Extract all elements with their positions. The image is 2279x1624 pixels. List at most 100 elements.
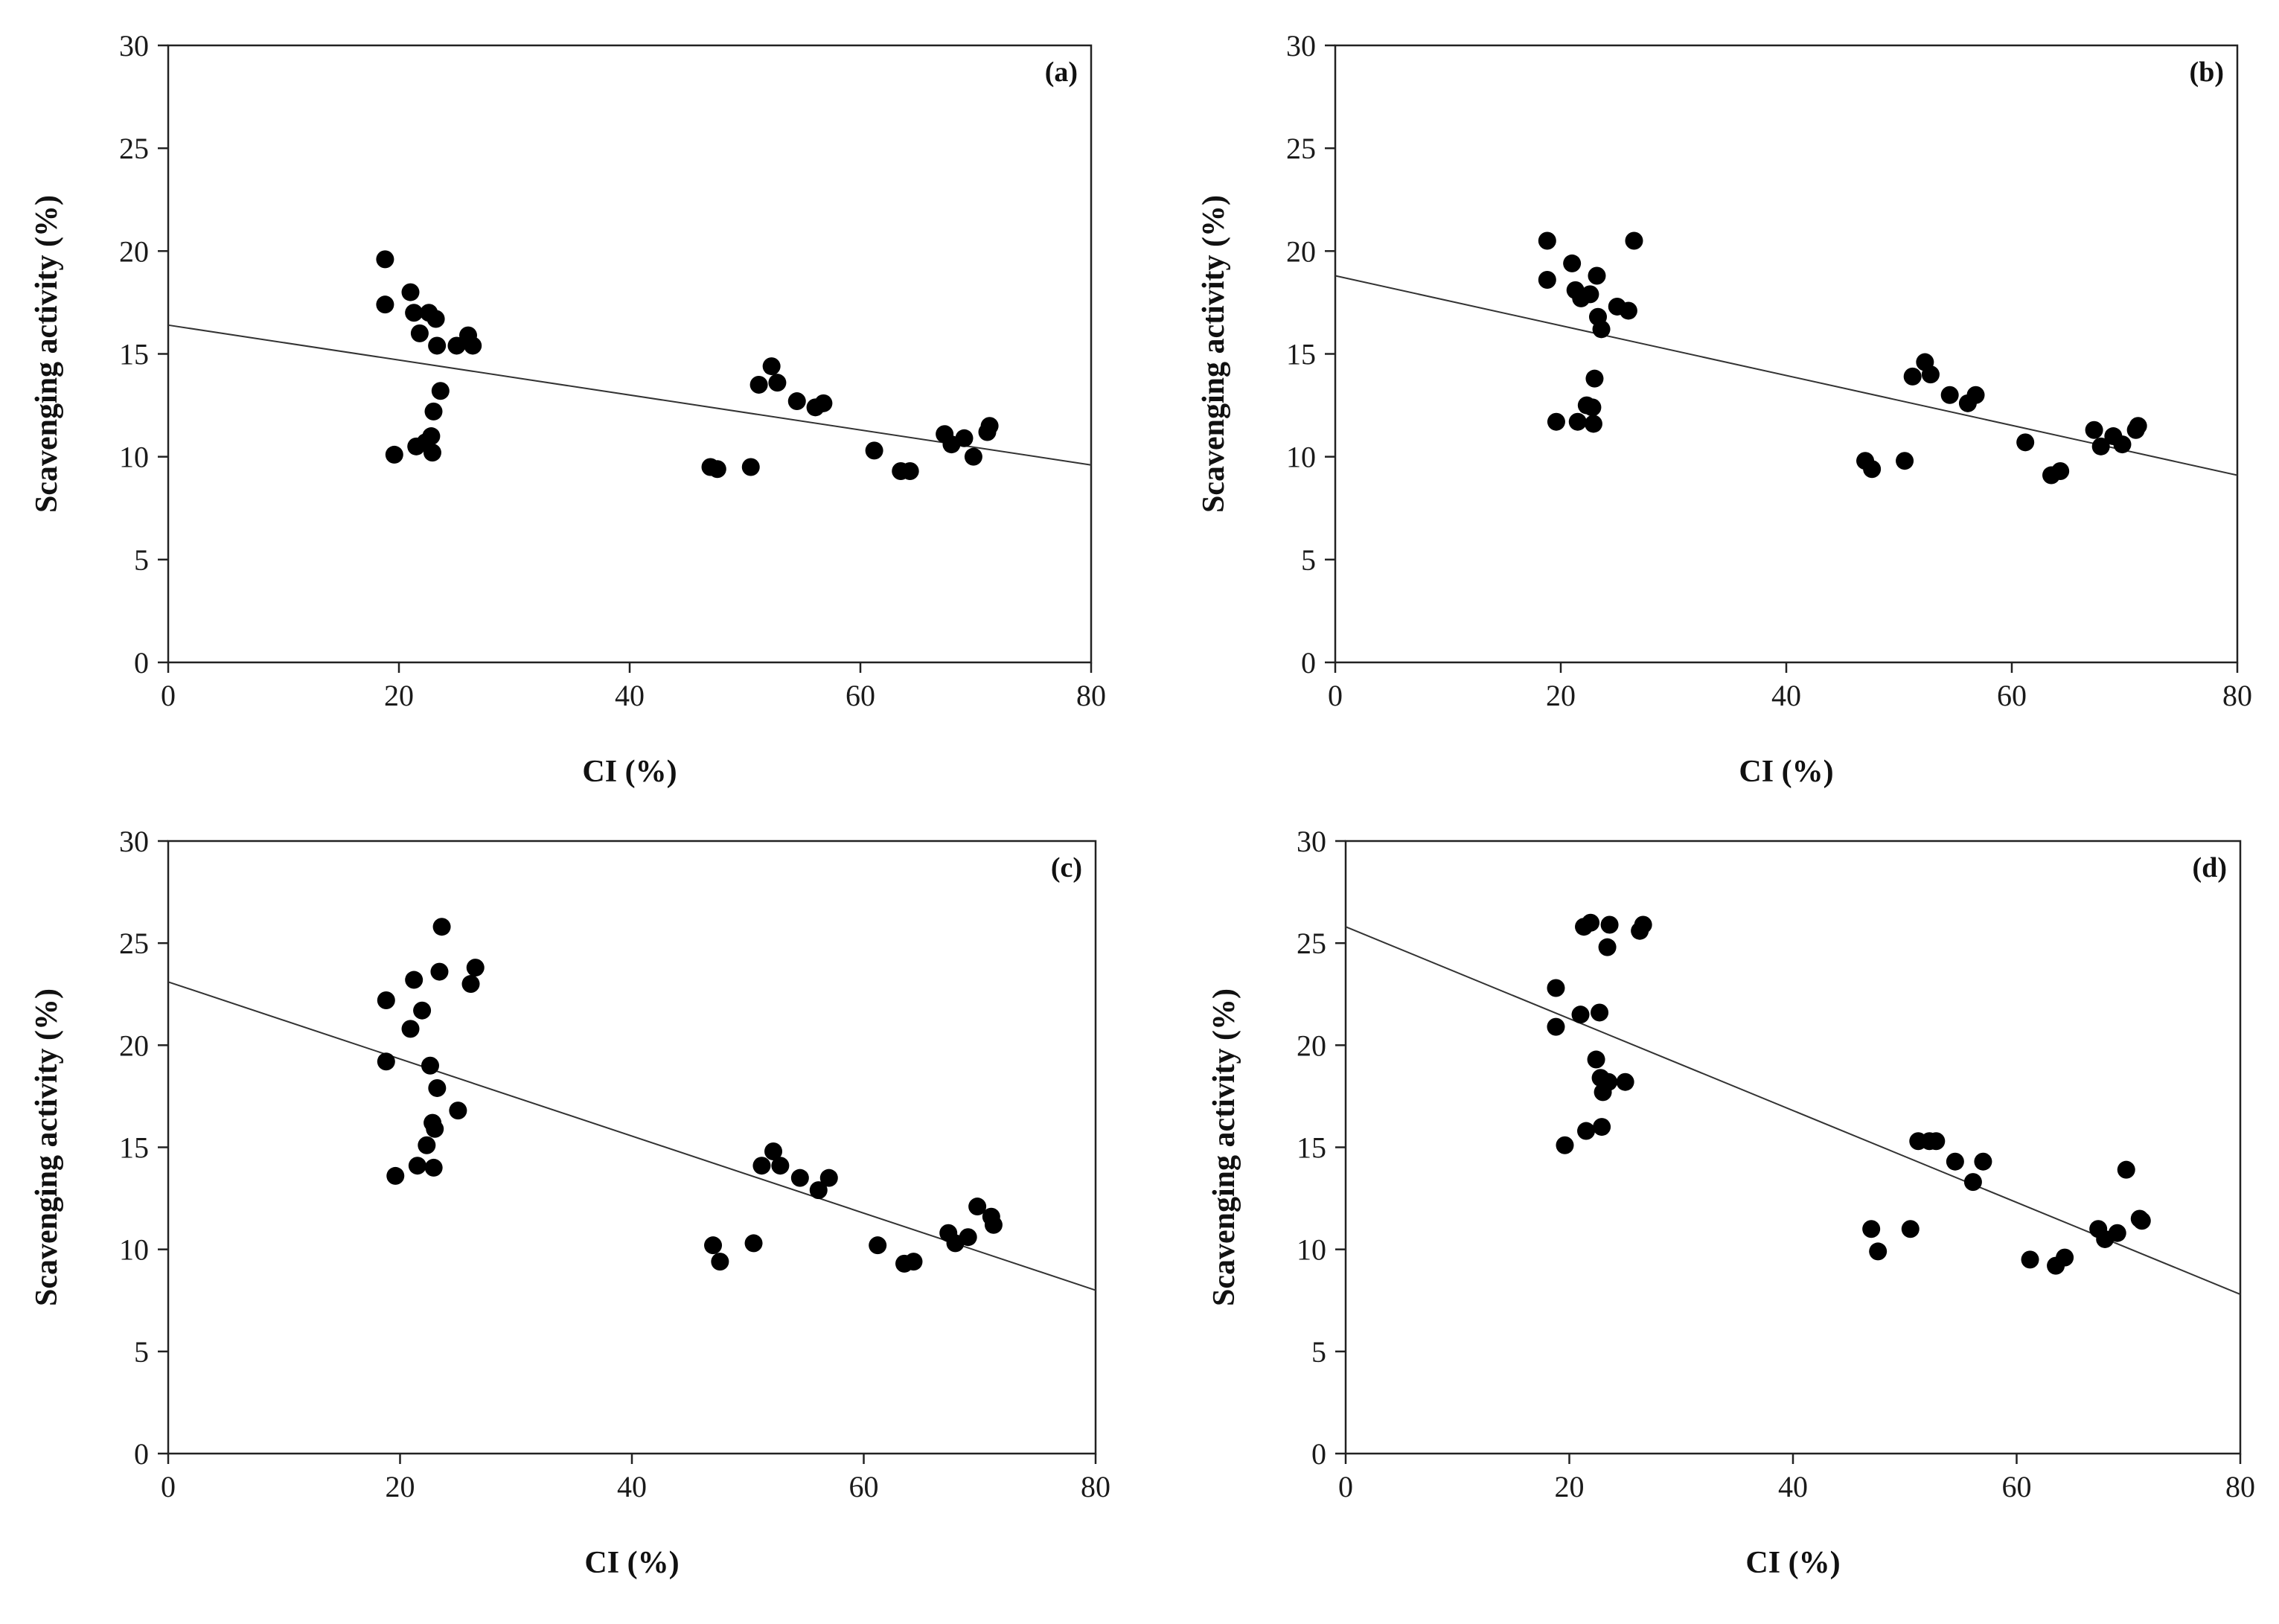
data-point (1582, 913, 1600, 932)
data-point (1869, 1242, 1888, 1261)
data-point (1547, 979, 1565, 997)
y-tick-label: 10 (1297, 1233, 1326, 1267)
data-point (376, 250, 394, 269)
y-axis-title: Scavenging activity (%) (1207, 988, 1241, 1306)
data-point (1862, 1220, 1881, 1238)
data-point (1577, 1122, 1596, 1140)
data-point (1974, 1152, 1992, 1171)
data-point (764, 1142, 783, 1160)
data-point (2117, 1160, 2135, 1179)
data-point (809, 1181, 828, 1200)
x-tick-label: 80 (1081, 1470, 1110, 1503)
data-point (752, 1157, 771, 1175)
data-point (741, 458, 760, 476)
y-tick-label: 5 (1311, 1335, 1326, 1369)
data-point (1901, 1220, 1920, 1238)
data-point (1946, 1152, 1964, 1171)
data-point (768, 374, 787, 392)
y-tick-label: 10 (119, 1233, 149, 1267)
data-point (1598, 938, 1617, 956)
y-tick-label: 15 (119, 338, 149, 371)
y-tick-label: 25 (1297, 927, 1326, 960)
data-point (1966, 386, 1985, 404)
data-point (432, 918, 451, 936)
panel-label: (b) (2190, 57, 2224, 88)
data-point (787, 392, 806, 411)
data-point (401, 283, 420, 301)
plot-frame (1344, 840, 2242, 1455)
x-tick-label: 40 (615, 679, 645, 712)
data-point (819, 1169, 838, 1187)
data-point (424, 402, 443, 421)
x-tick-label: 20 (384, 679, 414, 712)
y-tick-label: 30 (1297, 825, 1326, 858)
data-point (711, 1253, 729, 1271)
data-point (1538, 231, 1556, 250)
panel-label: (a) (1045, 57, 1078, 88)
data-point (377, 1052, 395, 1071)
data-point (401, 1020, 420, 1038)
x-tick-label: 80 (1076, 679, 1106, 712)
data-point (814, 394, 833, 412)
data-point (428, 1078, 447, 1097)
data-point (1547, 412, 1565, 431)
y-tick-label: 5 (134, 1335, 149, 1369)
data-point (377, 991, 395, 1009)
x-axis-title: CI (%) (584, 1546, 679, 1580)
y-axis-title: Scavenging activity (%) (30, 988, 64, 1306)
data-point (968, 1198, 987, 1216)
data-point (1619, 301, 1637, 320)
data-point (461, 975, 480, 994)
data-point (405, 304, 423, 322)
plot-frame (167, 44, 1093, 664)
data-point (1921, 365, 1940, 384)
data-point (1616, 1072, 1634, 1091)
x-tick-label: 40 (617, 1470, 647, 1503)
data-point (418, 1136, 436, 1154)
panel-c: 0 20 40 60 80 0 5 10 15 20 25 30 CI (%) Scavenging ac… (30, 825, 1110, 1580)
data-point (466, 959, 485, 977)
data-point (2021, 1250, 2039, 1269)
data-point (1538, 271, 1556, 290)
data-point (2129, 417, 2147, 435)
data-point (2132, 1212, 2151, 1230)
data-point (959, 1228, 977, 1247)
data-point (790, 1169, 809, 1187)
data-point (2016, 433, 2035, 452)
panel-label: (d) (2193, 852, 2227, 883)
data-point (865, 441, 883, 460)
data-point (869, 1236, 887, 1255)
data-point (1634, 915, 1652, 934)
data-point (376, 295, 394, 314)
panel-a: 0 20 40 60 80 0 5 10 15 20 25 30 CI (%) Scavenging ac… (30, 29, 1106, 789)
x-tick-label: 40 (1771, 679, 1801, 712)
y-tick-label: 25 (119, 132, 149, 165)
data-point (464, 336, 482, 355)
y-tick-label: 15 (1297, 1131, 1326, 1165)
plot-frame (167, 840, 1097, 1455)
y-tick-label: 0 (1311, 1437, 1326, 1471)
y-tick-label: 0 (134, 646, 149, 680)
data-point (901, 462, 919, 481)
data-point (1571, 1006, 1590, 1024)
data-point (385, 445, 403, 464)
x-tick-label: 0 (1338, 1470, 1353, 1503)
data-point (904, 1253, 923, 1271)
y-axis-title: Scavenging activity (%) (30, 195, 64, 513)
x-tick-label: 60 (846, 679, 875, 712)
data-point (1583, 398, 1602, 417)
data-point (1600, 915, 1619, 934)
data-point (1568, 412, 1587, 431)
y-tick-label: 20 (119, 234, 149, 268)
data-point (428, 336, 447, 355)
trend-line (167, 324, 1092, 466)
panel-b: 0 20 40 60 80 0 5 10 15 20 25 30 CI (%) Scavenging ac… (1197, 29, 2252, 789)
data-point (421, 1056, 439, 1075)
x-axis-title: CI (%) (1745, 1546, 1840, 1580)
y-tick-label: 10 (119, 441, 149, 474)
x-tick-label: 60 (1997, 679, 2027, 712)
data-point (447, 336, 466, 355)
data-point (2051, 462, 2070, 481)
data-point (410, 324, 429, 342)
data-point (708, 460, 726, 479)
